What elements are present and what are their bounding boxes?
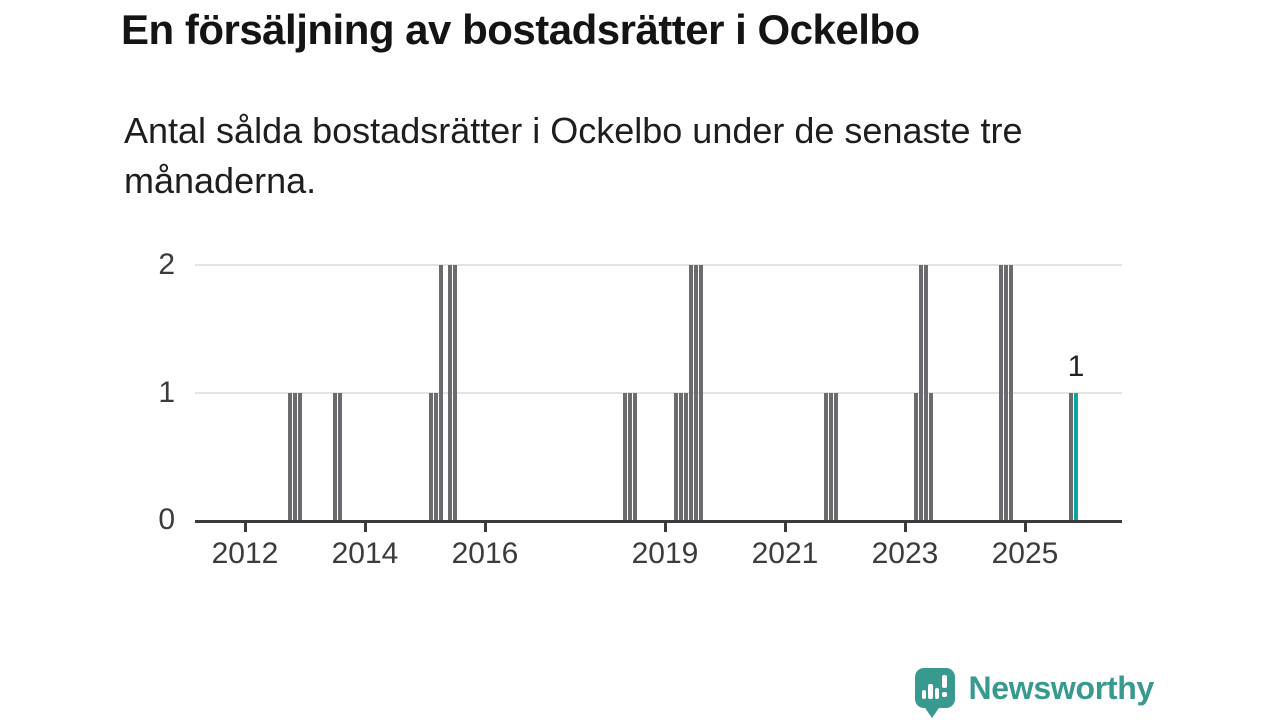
bar-2019-08 (698, 265, 704, 520)
x-axis-tick-2019 (663, 523, 667, 532)
chart-subtitle-line2: månaderna. (124, 160, 317, 201)
newsworthy-chart-bubble-icon (914, 668, 955, 718)
bar-2015-04 (438, 265, 444, 520)
bar-2023-06 (928, 392, 934, 520)
logo-exclamation-dot (942, 692, 947, 697)
x-axis-tick-2025 (1023, 523, 1027, 532)
bar-2019-06 (688, 265, 694, 520)
bar-2012-12 (297, 392, 303, 520)
bar-2021-10 (828, 392, 834, 520)
bar-2021-11 (833, 392, 839, 520)
newsworthy-logo: Newsworthy (914, 664, 1155, 718)
bar-2023-04 (918, 265, 924, 520)
speech-bubble-tail (922, 705, 941, 718)
x-axis-tick-2023 (903, 523, 907, 532)
x-tick-label-2021: 2021 (751, 537, 819, 570)
chart-subtitle: Antal sålda bostadsrätter i Ockelbo unde… (124, 106, 1174, 206)
bar-2024-09 (1003, 265, 1009, 520)
bar-2025-10 (1068, 392, 1074, 520)
chart-title: En försäljning av bostadsrätter i Ockelb… (121, 6, 920, 53)
bar-2019-03 (673, 392, 679, 520)
bar-2015-02 (428, 392, 434, 520)
grid-line-y2 (195, 264, 1122, 266)
logo-mini-bar-2 (928, 684, 933, 699)
x-tick-label-2025: 2025 (991, 537, 1059, 570)
bar-2019-07 (693, 265, 699, 520)
x-tick-label-2012: 2012 (211, 537, 279, 570)
logo-exclamation-stem (942, 675, 947, 688)
y-tick-label-2: 2 (158, 248, 175, 281)
bar-2015-06 (447, 265, 453, 520)
bar-2019-04 (678, 392, 684, 520)
highlighted-bar-2025-11 (1073, 392, 1079, 520)
bar-2012-10 (287, 392, 293, 520)
x-tick-label-2014: 2014 (331, 537, 399, 570)
x-tick-label-2016: 2016 (451, 537, 519, 570)
bar-2021-09 (823, 392, 829, 520)
bar-2013-07 (332, 392, 338, 520)
x-axis-tick-2012 (243, 523, 247, 532)
bar-2024-10 (1008, 265, 1014, 520)
bar-2023-05 (923, 265, 929, 520)
x-axis-tick-2014 (363, 523, 367, 532)
bar-chart-plot-area: 0 1 2 2012 2014 2016 2019 2021 2023 2025 1 (158, 249, 1122, 570)
bar-2023-03 (913, 392, 919, 520)
bar-2013-08 (337, 392, 343, 520)
bar-2018-07 (632, 392, 638, 520)
x-axis-tick-2016 (483, 523, 487, 532)
chart-subtitle-line1: Antal sålda bostadsrätter i Ockelbo unde… (124, 110, 1023, 151)
newsworthy-wordmark: Newsworthy (968, 669, 1155, 706)
bar-2018-06 (627, 392, 633, 520)
grid-line-y1 (195, 391, 1122, 394)
y-tick-label-0: 0 (158, 503, 175, 536)
bar-2015-03 (433, 392, 439, 520)
bar-2018-05 (622, 392, 628, 520)
logo-mini-bar-1 (921, 690, 926, 699)
x-tick-label-2023: 2023 (871, 537, 939, 570)
y-tick-label-1: 1 (158, 375, 175, 409)
x-axis-tick-2021 (783, 523, 787, 532)
bar-2024-08 (998, 265, 1004, 520)
bar-2012-11 (292, 392, 298, 520)
bar-2015-07 (452, 265, 458, 520)
logo-mini-bar-3 (934, 688, 939, 699)
bar-2019-05 (683, 392, 689, 520)
x-tick-label-2019: 2019 (631, 537, 699, 570)
bar-value-label: 1 (1067, 350, 1085, 383)
